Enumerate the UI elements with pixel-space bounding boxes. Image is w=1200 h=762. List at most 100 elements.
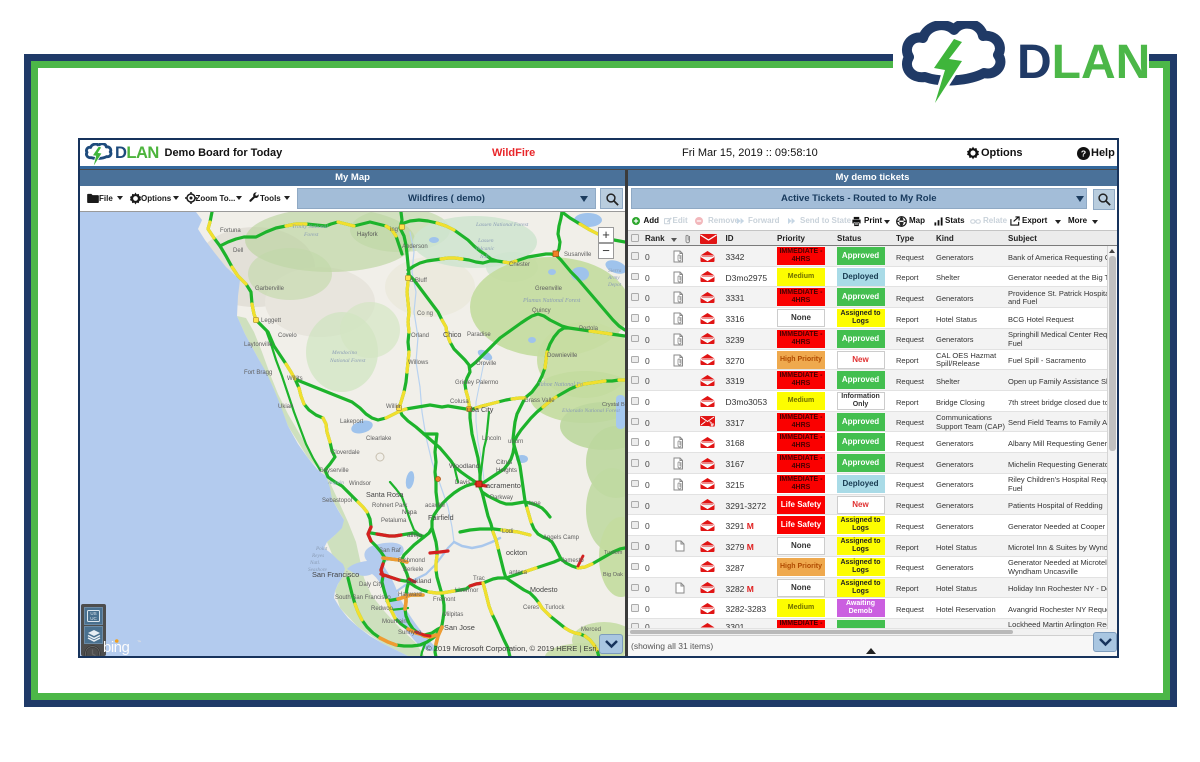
svg-text:Willits: Willits bbox=[287, 376, 303, 382]
svg-text:Sunnyva: Sunnyva bbox=[398, 630, 422, 636]
svg-text:Hayward: Hayward bbox=[398, 592, 422, 598]
svg-text:Portola: Portola bbox=[579, 326, 599, 332]
svg-text:Gridley: Gridley bbox=[455, 380, 474, 386]
svg-text:Hayfork: Hayfork bbox=[357, 232, 379, 238]
svg-text:Reyes: Reyes bbox=[311, 553, 324, 559]
svg-text:Petaluma: Petaluma bbox=[381, 518, 407, 524]
svg-text:Sierra: Sierra bbox=[608, 268, 622, 274]
svg-text:Colusa: Colusa bbox=[450, 399, 469, 405]
svg-text:Forest: Forest bbox=[303, 232, 319, 238]
svg-text:Tuolom: Tuolom bbox=[604, 550, 623, 556]
svg-text:Ceres: Ceres bbox=[523, 605, 539, 611]
svg-text:Lincoln: Lincoln bbox=[482, 436, 501, 442]
svg-text:Co ng: Co ng bbox=[417, 311, 433, 317]
svg-text:San Francisco: San Francisco bbox=[312, 570, 359, 579]
svg-text:Trinity National: Trinity National bbox=[292, 224, 328, 230]
svg-text:Grass Valle: Grass Valle bbox=[524, 398, 555, 404]
svg-text:anteca: anteca bbox=[509, 570, 528, 576]
svg-text:Chico: Chico bbox=[443, 330, 461, 339]
svg-text:Santa Rosa: Santa Rosa bbox=[366, 490, 404, 499]
svg-text:N.P.: N.P. bbox=[479, 254, 489, 260]
svg-text:Covelo: Covelo bbox=[278, 333, 297, 339]
svg-text:Volcanic: Volcanic bbox=[475, 246, 495, 252]
svg-text:Richmond: Richmond bbox=[398, 558, 425, 564]
svg-text:Chester: Chester bbox=[509, 262, 530, 268]
svg-text:Geyserville: Geyserville bbox=[319, 468, 349, 474]
svg-text:Greenville: Greenville bbox=[535, 286, 563, 292]
svg-text:?: ? bbox=[1080, 148, 1085, 158]
svg-text:Clearlake: Clearlake bbox=[366, 436, 392, 442]
svg-text:Windsor: Windsor bbox=[349, 481, 371, 487]
svg-text:d Bluff: d Bluff bbox=[410, 278, 427, 284]
svg-text:Natl.: Natl. bbox=[309, 560, 320, 566]
svg-text:Leggett: Leggett bbox=[261, 318, 281, 324]
svg-text:Laytonville: Laytonville bbox=[244, 342, 273, 348]
svg-text:Crystal Ba: Crystal Ba bbox=[602, 402, 625, 408]
svg-text:Lodi: Lodi bbox=[502, 529, 513, 535]
svg-text:Quincy: Quincy bbox=[532, 308, 551, 314]
svg-text:Rohnert Park: Rohnert Park bbox=[372, 503, 408, 509]
svg-text:Parkway: Parkway bbox=[490, 495, 513, 501]
svg-text:Sebastopol: Sebastopol bbox=[322, 498, 352, 504]
svg-text:Heights: Heights bbox=[496, 467, 517, 474]
svg-text:Angwin: Angwin bbox=[327, 480, 344, 486]
svg-text:allejo: allejo bbox=[407, 532, 423, 539]
svg-text:US: US bbox=[90, 611, 96, 616]
svg-text:Eldorado National Forest: Eldorado National Forest bbox=[561, 408, 620, 414]
svg-text:Trac: Trac bbox=[473, 576, 485, 582]
svg-text:Oakland: Oakland bbox=[406, 578, 432, 585]
svg-text:Garberville: Garberville bbox=[255, 286, 285, 292]
svg-text:UC: UC bbox=[90, 616, 97, 621]
svg-text:Turlock: Turlock bbox=[545, 605, 565, 611]
svg-text:Ukiah: Ukiah bbox=[278, 404, 293, 410]
svg-text:San Jose: San Jose bbox=[444, 623, 475, 632]
svg-text:ockton: ockton bbox=[506, 548, 527, 557]
svg-text:Davis: Davis bbox=[455, 479, 470, 486]
svg-text:Plumas National Forest: Plumas National Forest bbox=[522, 298, 581, 304]
svg-text:uburn: uburn bbox=[508, 439, 523, 445]
svg-text:Fort Bragg: Fort Bragg bbox=[244, 370, 272, 376]
svg-text:National Forest: National Forest bbox=[329, 358, 366, 364]
svg-text:ing: ing bbox=[390, 227, 398, 233]
svg-text:Woodland: Woodland bbox=[449, 463, 480, 470]
svg-text:Lakeport: Lakeport bbox=[340, 419, 364, 425]
svg-text:Fairfield: Fairfield bbox=[428, 513, 454, 522]
svg-text:Angels Camp: Angels Camp bbox=[543, 535, 580, 541]
svg-text:Ione: Ione bbox=[529, 501, 541, 507]
svg-text:Berkele: Berkele bbox=[403, 567, 424, 573]
svg-text:San Raf: San Raf bbox=[379, 548, 401, 554]
svg-text:Willia: Willia bbox=[386, 404, 401, 410]
svg-text:acramento: acramento bbox=[486, 481, 521, 490]
svg-text:Merced: Merced bbox=[581, 627, 601, 633]
svg-text:Point: Point bbox=[315, 546, 328, 552]
svg-text:Lassen: Lassen bbox=[477, 238, 494, 244]
svg-text:Dell: Dell bbox=[233, 248, 243, 254]
svg-text:Lassen National Forest: Lassen National Forest bbox=[475, 222, 529, 228]
svg-text:uba City: uba City bbox=[467, 405, 494, 414]
svg-text:Anderson: Anderson bbox=[402, 244, 428, 250]
svg-text:acaville: acaville bbox=[425, 503, 446, 509]
svg-text:Modesto: Modesto bbox=[530, 585, 558, 594]
svg-text:Army: Army bbox=[607, 275, 620, 281]
svg-text:Redwoo: Redwoo bbox=[371, 606, 394, 612]
svg-text:Mendocino: Mendocino bbox=[331, 350, 357, 356]
svg-text:Napa: Napa bbox=[402, 509, 417, 516]
svg-text:Jamesto: Jamesto bbox=[561, 558, 584, 564]
svg-text:Tahoe National Fo: Tahoe National Fo bbox=[538, 382, 583, 388]
svg-text:Livermor: Livermor bbox=[455, 588, 478, 594]
svg-text:Daly City: Daly City bbox=[359, 582, 383, 588]
svg-text:Fremont: Fremont bbox=[433, 597, 456, 603]
svg-text:Fortuna: Fortuna bbox=[220, 228, 241, 234]
svg-text:South San Francisco: South San Francisco bbox=[335, 595, 391, 601]
svg-text:Seashore: Seashore bbox=[308, 567, 328, 573]
svg-text:bing: bing bbox=[103, 639, 130, 656]
svg-text:Cloverdale: Cloverdale bbox=[331, 450, 360, 456]
svg-text:Big Oak F: Big Oak F bbox=[603, 572, 625, 578]
svg-text:Depot: Depot bbox=[607, 282, 622, 288]
svg-text:Orland: Orland bbox=[411, 333, 429, 339]
svg-text:Mountain: Mountain bbox=[382, 619, 407, 625]
svg-text:Oroville: Oroville bbox=[476, 361, 497, 367]
svg-text:Paradise: Paradise bbox=[467, 332, 491, 338]
svg-text:Milpitas: Milpitas bbox=[443, 612, 463, 618]
svg-text:™: ™ bbox=[137, 640, 141, 646]
